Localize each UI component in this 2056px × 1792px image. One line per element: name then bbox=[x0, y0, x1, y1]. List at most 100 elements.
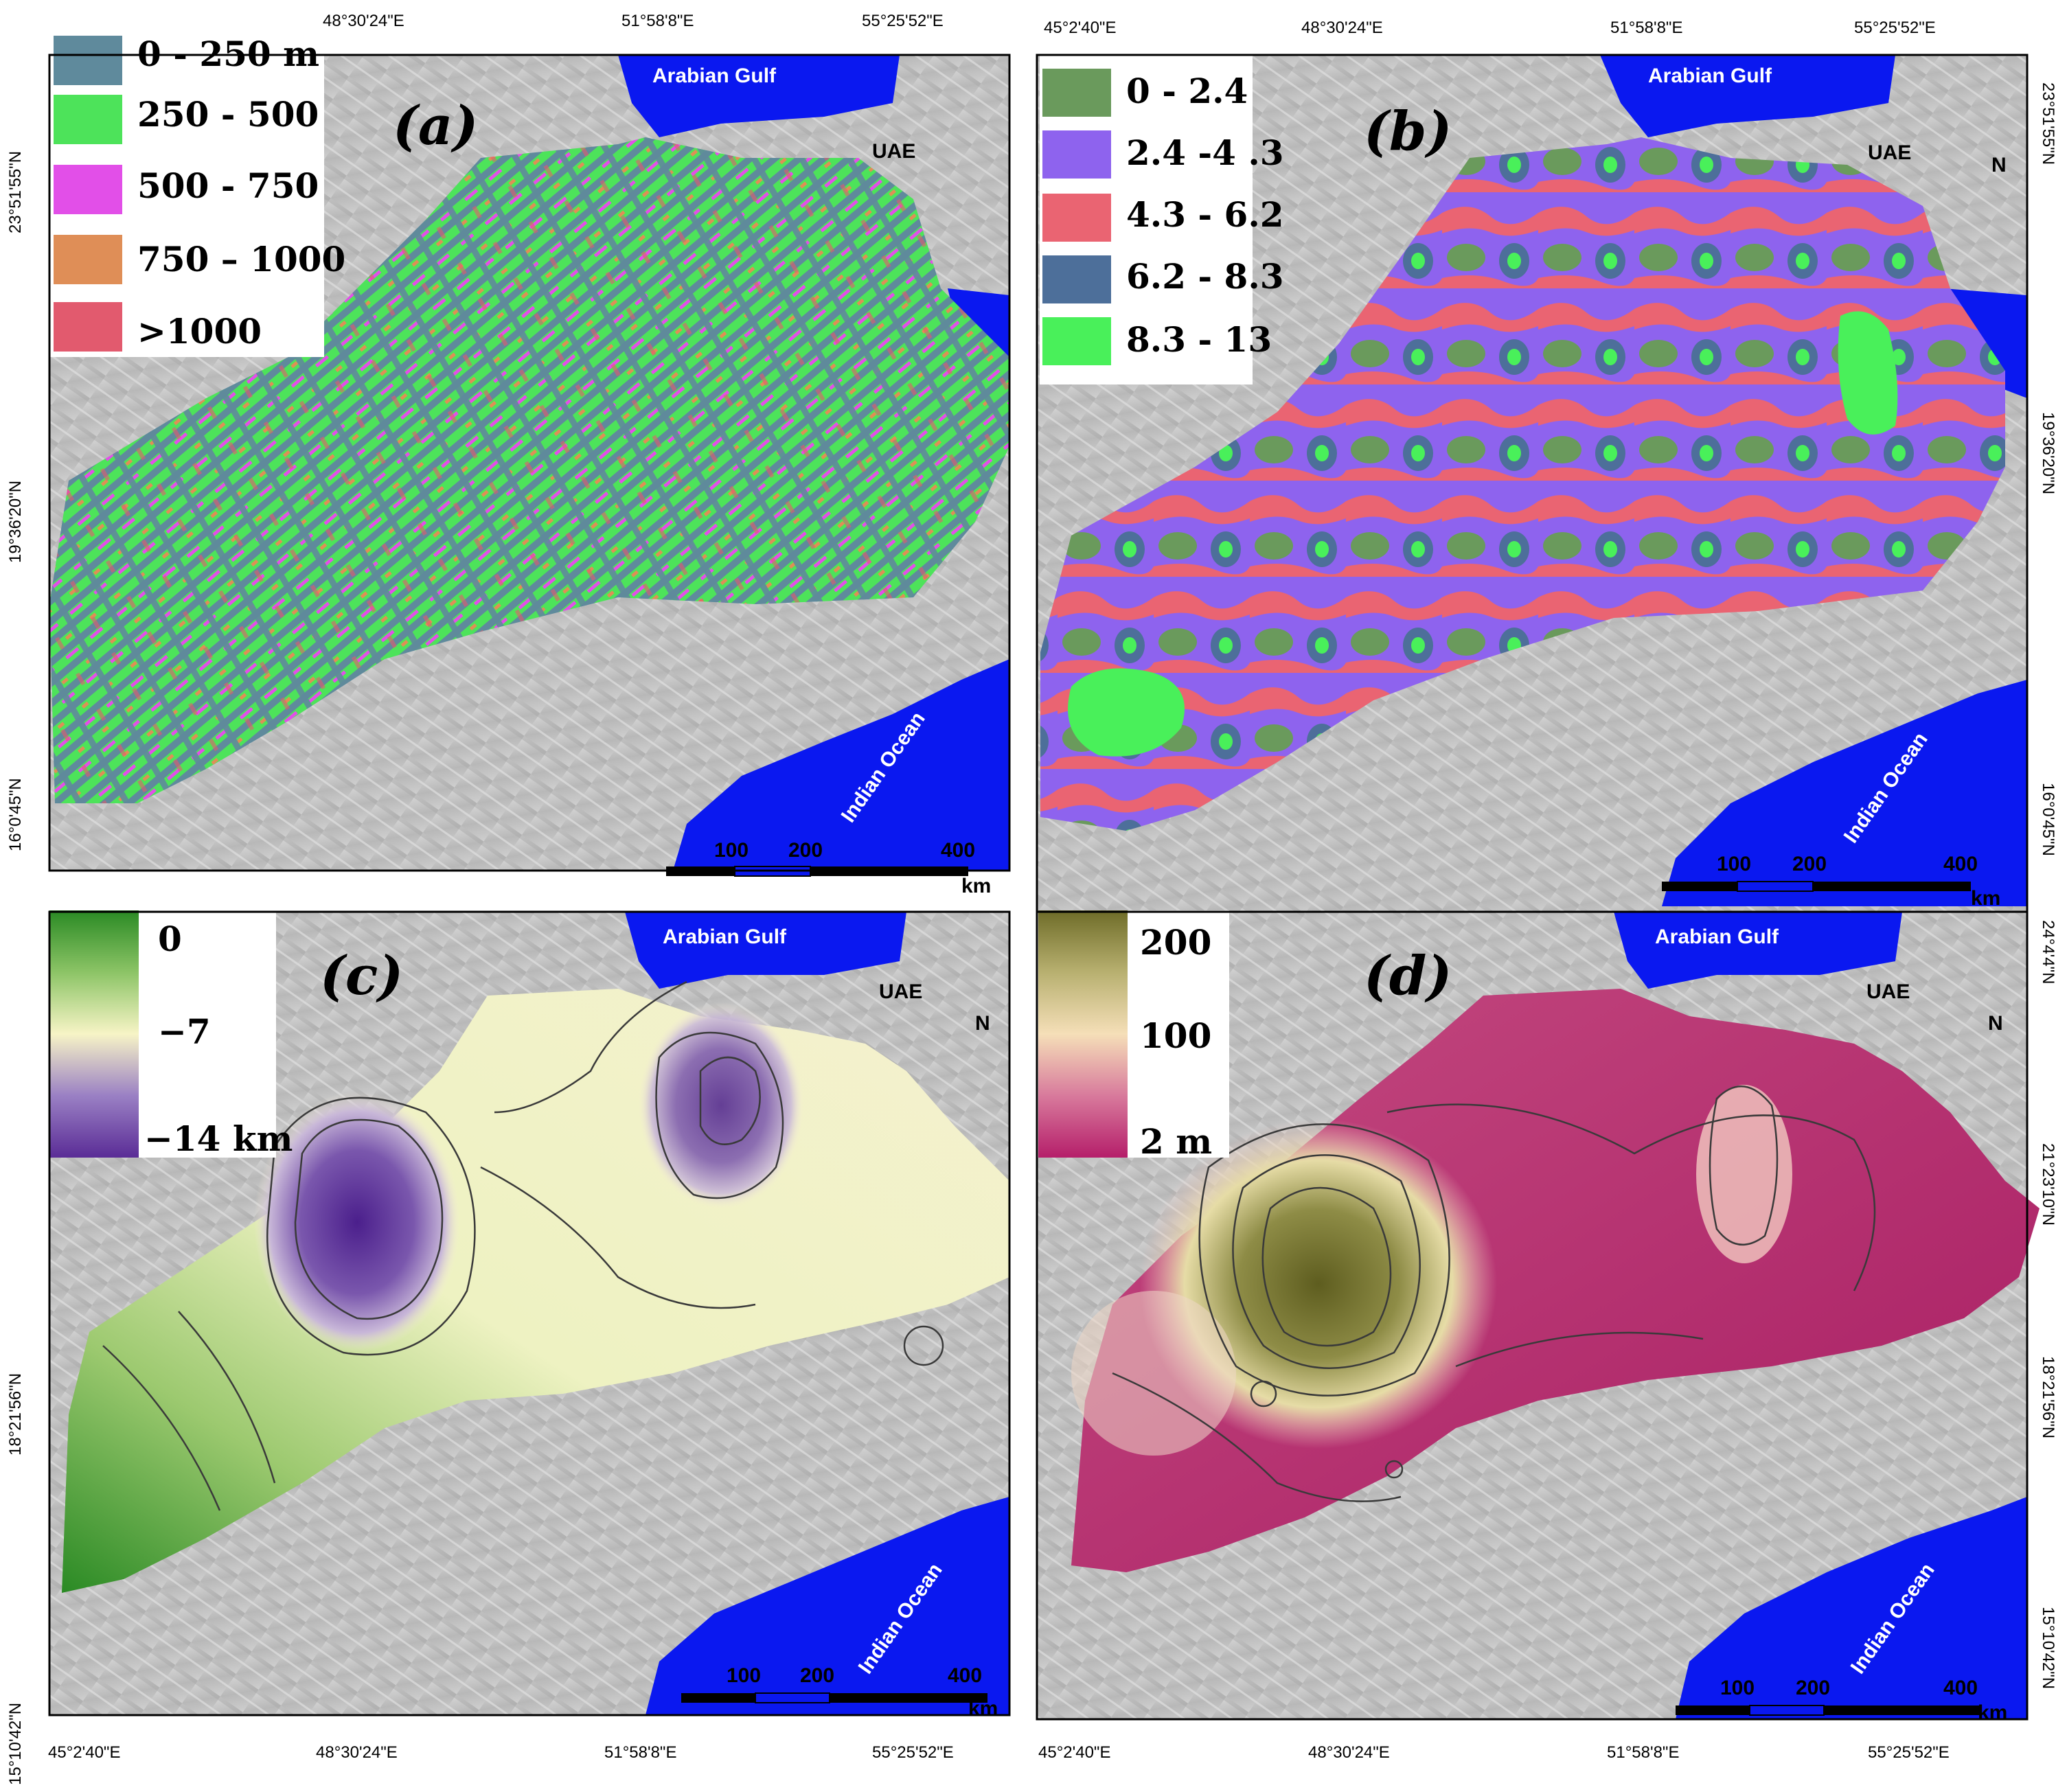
coord-d-lat-3: 15°10'42"N bbox=[2039, 1607, 2056, 1689]
coord-b-lat-2: 16°0'45"N bbox=[2039, 783, 2056, 856]
panel-a-gulf bbox=[618, 55, 900, 137]
coord-d-bot-2: 51°58'8"E bbox=[1607, 1743, 1679, 1762]
panel-a-gulf-label: Arabian Gulf bbox=[652, 65, 777, 87]
panel-d-bottom-coords: 45°2'40"E 48°30'24"E 51°58'8"E 55°25'52"… bbox=[1038, 1743, 1950, 1762]
panel-b-right-coords: 23°51'55"N 19°36'20"N 16°0'45"N bbox=[2039, 82, 2056, 856]
panel-a-drainage-overlay bbox=[49, 137, 1009, 803]
scale-d-400: 400 bbox=[1943, 1677, 1978, 1699]
scale-b-200: 200 bbox=[1792, 853, 1827, 875]
coord-c-lat-2: 18°21'56"N bbox=[6, 1373, 25, 1456]
scale-d-100: 100 bbox=[1720, 1677, 1755, 1699]
panel-b-uae-label: UAE bbox=[1868, 141, 1911, 164]
scale-b-100: 100 bbox=[1717, 853, 1751, 875]
coord-b-top-1: 48°30'24"E bbox=[1301, 19, 1383, 37]
legend-a-swatch-0 bbox=[54, 36, 122, 85]
legend-a-label-2: 500 - 750 bbox=[137, 165, 319, 206]
cbar-c-mid: −7 bbox=[158, 1011, 211, 1052]
panel-a-top-coords: 48°30'24"E 51°58'8"E 55°25'52"E bbox=[323, 12, 944, 30]
coord-d-bot-0: 45°2'40"E bbox=[1038, 1743, 1110, 1762]
scale-a-400: 400 bbox=[941, 839, 975, 862]
legend-b-label-1: 2.4 -4 .3 bbox=[1126, 133, 1284, 173]
coord-b-lat-1: 19°36'20"N bbox=[2039, 412, 2056, 494]
panel-b-legend: 0 - 2.4 2.4 -4 .3 4.3 - 6.2 6.2 - 8.3 8.… bbox=[1042, 69, 1284, 365]
panel-d-high-east bbox=[1696, 1085, 1792, 1263]
coord-b-top-2: 51°58'8"E bbox=[1610, 19, 1682, 37]
scale-c-unit: km bbox=[968, 1697, 998, 1720]
coord-b-lat-0: 23°51'55"N bbox=[2039, 82, 2056, 165]
scale-c-200: 200 bbox=[800, 1664, 834, 1687]
panel-b-north: N bbox=[1991, 154, 2007, 176]
legend-b-label-3: 6.2 - 8.3 bbox=[1126, 256, 1284, 297]
coord-d-bot-3: 55°25'52"E bbox=[1868, 1743, 1950, 1762]
coord-c-lat-3: 15°10'42"N bbox=[6, 1703, 25, 1785]
legend-b-swatch-1 bbox=[1042, 130, 1111, 179]
cbar-c-bottom: −14 km bbox=[144, 1118, 293, 1159]
coord-d-lat-0: 24°4'4"N bbox=[2039, 920, 2056, 984]
panel-b-top-coords: 45°2'40"E 48°30'24"E 51°58'8"E 55°25'52"… bbox=[1044, 19, 1936, 37]
scale-a-100: 100 bbox=[714, 839, 749, 862]
legend-a-label-3: 750 – 1000 bbox=[137, 239, 345, 279]
coord-b-top-3: 55°25'52"E bbox=[1854, 19, 1936, 37]
panel-c-uae-label: UAE bbox=[879, 980, 922, 1003]
coord-a-lat-0: 23°51'55"N bbox=[6, 151, 25, 233]
panel-c-contours bbox=[102, 980, 944, 1511]
panel-d-gulf bbox=[1614, 912, 1902, 989]
cbar-d-top: 200 bbox=[1140, 922, 1211, 963]
legend-b-label-4: 8.3 - 13 bbox=[1126, 319, 1272, 360]
legend-a-swatch-3 bbox=[54, 235, 122, 284]
panel-c-left-coords: 18°21'56"N 15°10'42"N bbox=[6, 1373, 25, 1785]
legend-a-label-4: >1000 bbox=[137, 311, 262, 352]
panel-d-label: (d) bbox=[1364, 945, 1452, 1007]
scale-c-400: 400 bbox=[948, 1664, 982, 1687]
panel-c-colorbar bbox=[49, 910, 139, 1158]
coord-a-top-2: 51°58'8"E bbox=[621, 12, 694, 30]
coord-d-lat-1: 21°23'10"N bbox=[2039, 1143, 2056, 1226]
panel-a-label: (a) bbox=[393, 95, 478, 157]
cbar-c-top: 0 bbox=[158, 919, 182, 959]
panel-b-zone-sw bbox=[1068, 668, 1185, 757]
coord-a-top-1: 48°30'24"E bbox=[323, 12, 404, 30]
panel-b-gulf-label: Arabian Gulf bbox=[1648, 65, 1772, 87]
legend-b-swatch-3 bbox=[1042, 255, 1111, 303]
legend-a-swatch-2 bbox=[54, 165, 122, 214]
panel-d: 200 100 2 m (d) Arabian Gulf UAE N India… bbox=[1037, 910, 2056, 1762]
scale-a-unit: km bbox=[961, 875, 991, 897]
panel-b-label: (b) bbox=[1364, 100, 1452, 163]
panel-b-ocean bbox=[1662, 680, 2027, 906]
panel-b-class-map bbox=[1040, 137, 2005, 831]
panel-c-north: N bbox=[975, 1012, 990, 1035]
coord-d-bot-1: 48°30'24"E bbox=[1308, 1743, 1390, 1762]
coord-d-lat-2: 18°21'56"N bbox=[2039, 1356, 2056, 1438]
coord-c-bot-0: 45°2'40"E bbox=[48, 1743, 120, 1762]
legend-b-swatch-2 bbox=[1042, 194, 1111, 242]
coord-a-lat-1: 19°36'20"N bbox=[6, 481, 25, 563]
panel-a: 0 - 250 m 250 - 500 500 - 750 750 – 1000… bbox=[6, 12, 1009, 897]
scale-b-unit: km bbox=[1971, 887, 2000, 910]
scale-c-100: 100 bbox=[727, 1664, 761, 1687]
cbar-d-mid: 100 bbox=[1140, 1015, 1211, 1056]
legend-b-swatch-0 bbox=[1042, 69, 1111, 117]
panel-c-bottom-coords: 45°2'40"E 48°30'24"E 51°58'8"E 55°25'52"… bbox=[48, 1743, 954, 1762]
panel-d-colorbar bbox=[1038, 910, 1128, 1158]
panel-d-gulf-label: Arabian Gulf bbox=[1655, 926, 1779, 948]
panel-d-mid-west bbox=[1071, 1291, 1236, 1456]
legend-a-swatch-4 bbox=[54, 302, 122, 352]
scale-b-400: 400 bbox=[1943, 853, 1978, 875]
legend-b-label-0: 0 - 2.4 bbox=[1126, 71, 1248, 111]
legend-b-swatch-4 bbox=[1042, 317, 1111, 365]
panel-frames bbox=[48, 54, 2029, 1721]
legend-b-label-2: 4.3 - 6.2 bbox=[1126, 194, 1284, 235]
scale-d-200: 200 bbox=[1796, 1677, 1830, 1699]
scale-a-200: 200 bbox=[788, 839, 823, 862]
panel-c-ocean bbox=[646, 1497, 1009, 1715]
panel-d-right-coords: 24°4'4"N 21°23'10"N 18°21'56"N 15°10'42"… bbox=[2039, 920, 2056, 1689]
panel-d-contours bbox=[1112, 1085, 1876, 1502]
scale-d-unit: km bbox=[1978, 1701, 2007, 1724]
coord-a-top-3: 55°25'52"E bbox=[862, 12, 944, 30]
cbar-d-bottom: 2 m bbox=[1140, 1121, 1212, 1162]
panel-b-gulf bbox=[1600, 55, 1895, 137]
panel-b-zone-ne bbox=[1838, 311, 1898, 435]
panel-a-ocean bbox=[673, 659, 1009, 871]
panel-c-gulf-label: Arabian Gulf bbox=[663, 926, 787, 948]
